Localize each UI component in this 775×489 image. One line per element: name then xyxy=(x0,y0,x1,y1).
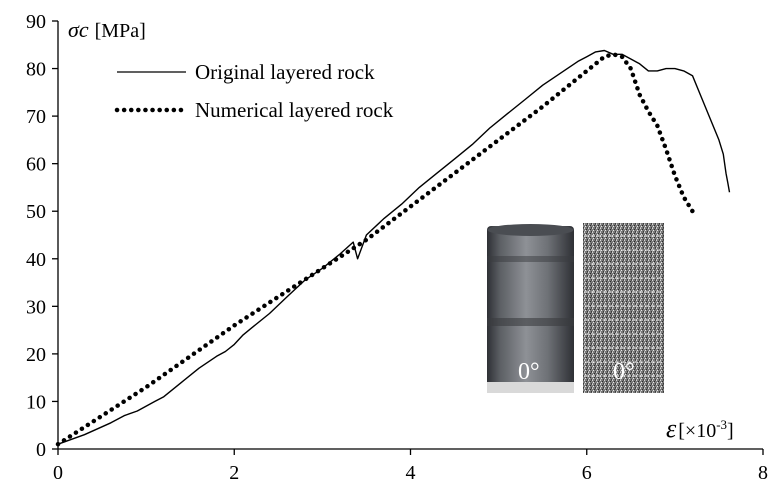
y-tick-label: 40 xyxy=(26,249,46,271)
y-axis-label: σc [MPa] xyxy=(68,17,146,42)
y-tick-label: 0 xyxy=(36,439,46,461)
y-tick-label: 90 xyxy=(26,11,46,33)
legend-label-original: Original layered rock xyxy=(195,60,375,84)
series-numerical-layered-rock xyxy=(55,51,695,447)
y-tick-label: 50 xyxy=(26,201,46,223)
legend: Original layered rock Numerical layered … xyxy=(114,60,394,122)
y-ticks: 0 10 20 30 40 50 60 70 80 90 xyxy=(26,11,58,461)
photo-original-specimen: 0° xyxy=(487,224,574,393)
photo-label-numerical: 0° xyxy=(613,359,635,385)
x-tick-label: 8 xyxy=(758,462,768,484)
y-tick-label: 60 xyxy=(26,154,46,176)
y-tick-label: 80 xyxy=(26,59,46,81)
y-tick-label: 20 xyxy=(26,344,46,366)
x-tick-label: 4 xyxy=(406,462,416,484)
x-ticks: 0 2 4 6 8 xyxy=(53,449,768,484)
y-tick-label: 10 xyxy=(26,391,46,413)
y-tick-label: 70 xyxy=(26,106,46,128)
x-axis-label: ε [×10-3] xyxy=(666,414,734,443)
photo-numerical-model: 0° xyxy=(583,223,664,393)
legend-label-numerical: Numerical layered rock xyxy=(195,98,394,122)
series-original-layered-rock xyxy=(57,49,731,445)
x-tick-label: 0 xyxy=(53,462,63,484)
photo-label-original: 0° xyxy=(518,359,540,385)
x-tick-label: 2 xyxy=(229,462,239,484)
y-tick-label: 30 xyxy=(26,296,46,318)
x-tick-label: 6 xyxy=(582,462,592,484)
